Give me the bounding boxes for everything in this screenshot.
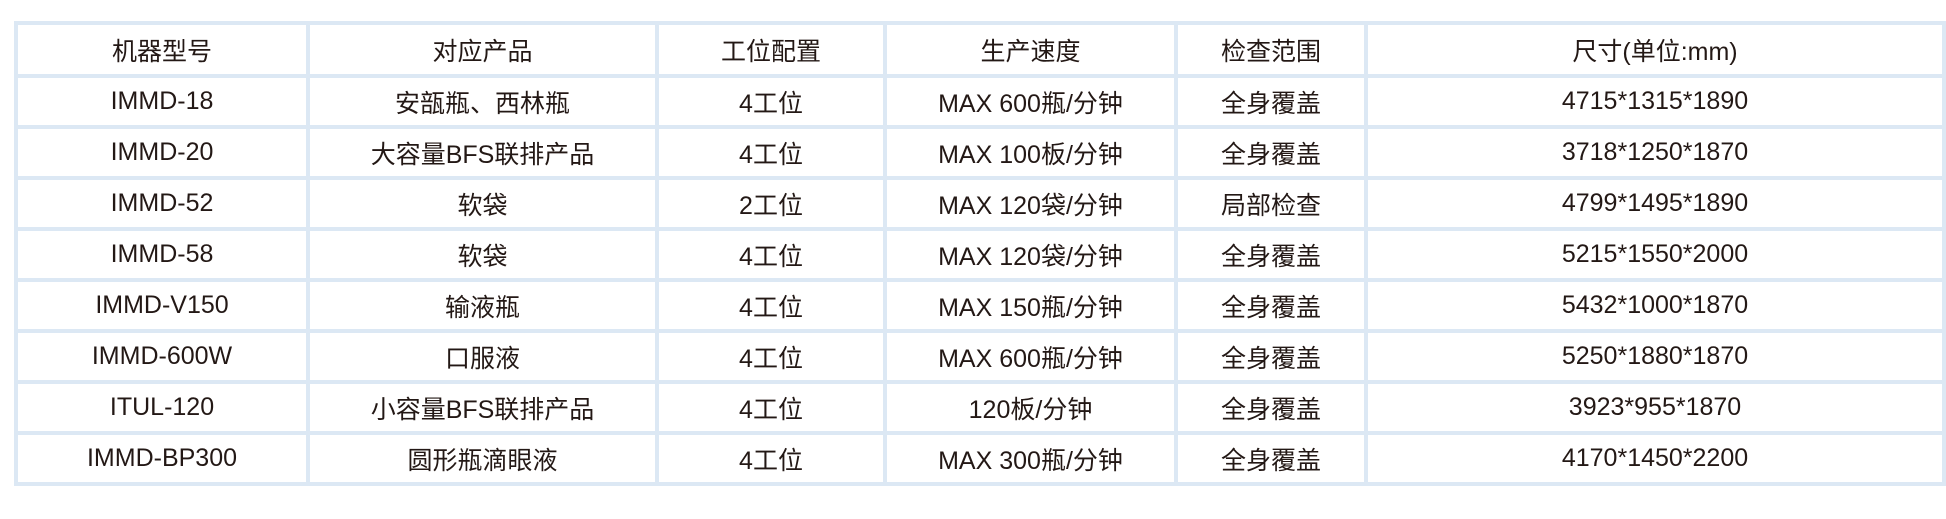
cell-speed: MAX 100板/分钟 xyxy=(883,125,1178,180)
cell-stations: 4工位 xyxy=(655,125,887,180)
cell-stations: 4工位 xyxy=(655,74,887,129)
header-model: 机器型号 xyxy=(14,21,310,78)
cell-product: 输液瓶 xyxy=(306,278,659,333)
cell-dimensions: 3923*955*1870 xyxy=(1364,380,1946,435)
cell-stations: 4工位 xyxy=(655,329,887,384)
table-row: IMMD-20 大容量BFS联排产品 4工位 MAX 100板/分钟 全身覆盖 3718*… xyxy=(14,125,1946,180)
cell-product: 圆形瓶滴眼液 xyxy=(306,431,659,486)
header-speed: 生产速度 xyxy=(883,21,1178,78)
cell-dimensions: 5215*1550*2000 xyxy=(1364,227,1946,282)
cell-dimensions: 5250*1880*1870 xyxy=(1364,329,1946,384)
cell-product: 小容量BFS联排产品 xyxy=(306,380,659,435)
cell-inspection-range: 全身覆盖 xyxy=(1174,431,1368,486)
cell-dimensions: 4715*1315*1890 xyxy=(1364,74,1946,129)
cell-product: 软袋 xyxy=(306,227,659,282)
cell-model: IMMD-BP300 xyxy=(14,431,310,486)
cell-inspection-range: 全身覆盖 xyxy=(1174,380,1368,435)
cell-stations: 4工位 xyxy=(655,278,887,333)
cell-product: 安瓿瓶、西林瓶 xyxy=(306,74,659,129)
cell-inspection-range: 全身覆盖 xyxy=(1174,278,1368,333)
table-row: IMMD-600W 口服液 4工位 MAX 600瓶/分钟 全身覆盖 5250*1880*… xyxy=(14,329,1946,384)
cell-model: IMMD-52 xyxy=(14,176,310,231)
cell-model: IMMD-20 xyxy=(14,125,310,180)
cell-product: 口服液 xyxy=(306,329,659,384)
table-row: IMMD-18 安瓿瓶、西林瓶 4工位 MAX 600瓶/分钟 全身覆盖 4715*131… xyxy=(14,74,1946,129)
cell-speed: MAX 600瓶/分钟 xyxy=(883,74,1178,129)
cell-inspection-range: 全身覆盖 xyxy=(1174,74,1368,129)
cell-speed: MAX 120袋/分钟 xyxy=(883,227,1178,282)
header-inspection-range: 检查范围 xyxy=(1174,21,1368,78)
table-row: IMMD-BP300 圆形瓶滴眼液 4工位 MAX 300瓶/分钟 全身覆盖 4170*1… xyxy=(14,431,1946,486)
cell-inspection-range: 全身覆盖 xyxy=(1174,329,1368,384)
machine-spec-table: 机器型号 对应产品 工位配置 生产速度 检查范围 尺寸(单位:mm) IMMD-… xyxy=(14,21,1946,486)
cell-dimensions: 4799*1495*1890 xyxy=(1364,176,1946,231)
cell-model: IMMD-58 xyxy=(14,227,310,282)
table-row: IMMD-V150 输液瓶 4工位 MAX 150瓶/分钟 全身覆盖 5432*1000*… xyxy=(14,278,1946,333)
cell-dimensions: 5432*1000*1870 xyxy=(1364,278,1946,333)
cell-stations: 4工位 xyxy=(655,227,887,282)
cell-stations: 2工位 xyxy=(655,176,887,231)
cell-speed: 120板/分钟 xyxy=(883,380,1178,435)
table-row: IMMD-52 软袋 2工位 MAX 120袋/分钟 局部检查 4799*1495*189… xyxy=(14,176,1946,231)
table-row: ITUL-120 小容量BFS联排产品 4工位 120板/分钟 全身覆盖 3923*955… xyxy=(14,380,1946,435)
header-product: 对应产品 xyxy=(306,21,659,78)
cell-model: IMMD-V150 xyxy=(14,278,310,333)
header-dimensions: 尺寸(单位:mm) xyxy=(1364,21,1946,78)
table-header-row: 机器型号 对应产品 工位配置 生产速度 检查范围 尺寸(单位:mm) xyxy=(14,21,1946,78)
cell-inspection-range: 局部检查 xyxy=(1174,176,1368,231)
cell-model: ITUL-120 xyxy=(14,380,310,435)
cell-model: IMMD-600W xyxy=(14,329,310,384)
cell-inspection-range: 全身覆盖 xyxy=(1174,125,1368,180)
cell-dimensions: 3718*1250*1870 xyxy=(1364,125,1946,180)
cell-stations: 4工位 xyxy=(655,431,887,486)
cell-model: IMMD-18 xyxy=(14,74,310,129)
cell-dimensions: 4170*1450*2200 xyxy=(1364,431,1946,486)
cell-speed: MAX 120袋/分钟 xyxy=(883,176,1178,231)
cell-speed: MAX 300瓶/分钟 xyxy=(883,431,1178,486)
cell-product: 软袋 xyxy=(306,176,659,231)
cell-inspection-range: 全身覆盖 xyxy=(1174,227,1368,282)
table-row: IMMD-58 软袋 4工位 MAX 120袋/分钟 全身覆盖 5215*1550*200… xyxy=(14,227,1946,282)
cell-speed: MAX 600瓶/分钟 xyxy=(883,329,1178,384)
header-stations: 工位配置 xyxy=(655,21,887,78)
cell-product: 大容量BFS联排产品 xyxy=(306,125,659,180)
cell-speed: MAX 150瓶/分钟 xyxy=(883,278,1178,333)
cell-stations: 4工位 xyxy=(655,380,887,435)
